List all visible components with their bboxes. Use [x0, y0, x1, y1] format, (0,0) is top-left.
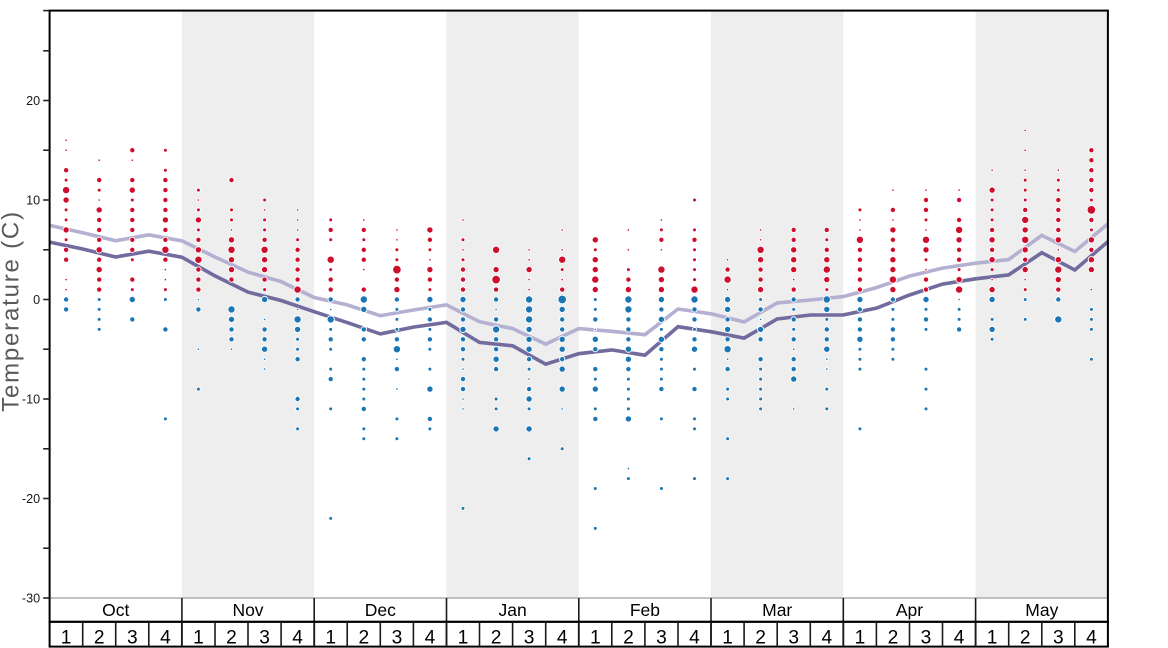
- svg-text:1: 1: [590, 628, 601, 648]
- svg-text:4: 4: [689, 628, 700, 648]
- svg-text:3: 3: [788, 628, 799, 648]
- svg-text:1: 1: [722, 628, 733, 648]
- svg-text:3: 3: [524, 628, 535, 648]
- svg-text:Temperature (C): Temperature (C): [0, 210, 25, 412]
- svg-text:2: 2: [94, 628, 105, 648]
- svg-text:3: 3: [1053, 628, 1064, 648]
- svg-text:2: 2: [1020, 628, 1031, 648]
- svg-text:Nov: Nov: [232, 600, 263, 620]
- svg-text:Mar: Mar: [762, 600, 792, 620]
- svg-text:1: 1: [325, 628, 336, 648]
- svg-text:2: 2: [491, 628, 502, 648]
- svg-text:4: 4: [821, 628, 832, 648]
- svg-text:3: 3: [392, 628, 403, 648]
- svg-text:Dec: Dec: [365, 600, 396, 620]
- svg-text:2: 2: [623, 628, 634, 648]
- svg-text:1: 1: [61, 628, 72, 648]
- svg-text:0: 0: [33, 293, 40, 307]
- svg-text:4: 4: [292, 628, 303, 648]
- svg-text:4: 4: [425, 628, 436, 648]
- svg-text:4: 4: [1086, 628, 1097, 648]
- svg-text:May: May: [1025, 600, 1058, 620]
- svg-text:4: 4: [557, 628, 568, 648]
- svg-text:Oct: Oct: [102, 600, 129, 620]
- svg-text:3: 3: [921, 628, 932, 648]
- svg-text:2: 2: [755, 628, 766, 648]
- svg-text:1: 1: [193, 628, 204, 648]
- svg-text:3: 3: [127, 628, 138, 648]
- svg-text:2: 2: [358, 628, 369, 648]
- svg-text:-20: -20: [22, 492, 40, 506]
- svg-text:4: 4: [160, 628, 171, 648]
- svg-text:Jan: Jan: [498, 600, 526, 620]
- svg-text:-10: -10: [22, 393, 40, 407]
- svg-text:2: 2: [888, 628, 899, 648]
- svg-text:Feb: Feb: [630, 600, 660, 620]
- svg-text:10: 10: [26, 194, 40, 208]
- svg-text:3: 3: [259, 628, 270, 648]
- svg-text:20: 20: [26, 94, 40, 108]
- svg-text:1: 1: [458, 628, 469, 648]
- svg-text:-30: -30: [22, 592, 40, 606]
- svg-text:Apr: Apr: [896, 600, 923, 620]
- svg-text:4: 4: [954, 628, 965, 648]
- svg-text:3: 3: [656, 628, 667, 648]
- svg-text:1: 1: [855, 628, 866, 648]
- svg-text:1: 1: [987, 628, 998, 648]
- svg-text:2: 2: [226, 628, 237, 648]
